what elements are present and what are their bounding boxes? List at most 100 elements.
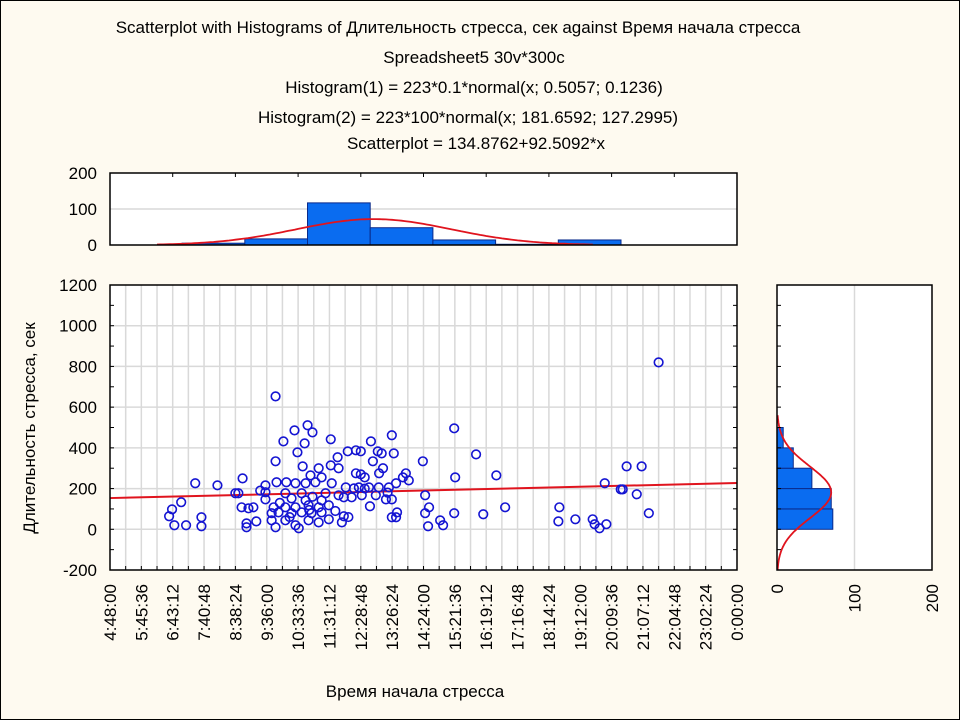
scatter-point	[316, 507, 327, 518]
scatter-point	[570, 514, 581, 525]
scatter-point	[307, 427, 318, 438]
scatter-point	[365, 436, 377, 447]
scatter-point	[333, 463, 344, 474]
scatter-point	[290, 520, 301, 531]
y-tick-label: 200	[69, 480, 97, 499]
scatter-point	[417, 456, 428, 467]
scatter-point	[554, 502, 565, 513]
scatter-point	[292, 447, 303, 458]
scatter-point	[303, 515, 314, 526]
histogram-bar	[244, 238, 309, 246]
scatter-point	[386, 430, 397, 441]
x-tick-label: 23:02:24	[697, 584, 716, 650]
scatter-point	[260, 494, 271, 505]
x-tick-label: 21:07:12	[634, 584, 653, 650]
plot-border	[109, 284, 738, 571]
x-tick-label: 20:09:36	[603, 584, 622, 650]
scatter-point	[587, 514, 598, 525]
scatter-point	[350, 468, 362, 479]
scatter-point	[355, 446, 366, 457]
x-tick-label: 18:14:24	[540, 584, 559, 650]
scatter-point	[367, 456, 378, 467]
y-axis-label: Длительность стресса, сек	[20, 322, 39, 534]
scatter-point	[278, 436, 289, 447]
x-tick-label: 9:36:00	[258, 584, 277, 641]
title-line-5: Scatterplot = 134.8762+92.5092*x	[347, 134, 606, 153]
normal-fit-curve	[776, 415, 833, 571]
scatter-point	[359, 483, 370, 494]
top-histogram-panel: 200 100 0	[69, 164, 738, 255]
scatter-point	[343, 511, 354, 523]
scatter-point	[299, 438, 310, 449]
scatter-point	[450, 472, 461, 483]
x-axis-label: Время начала стресса	[326, 682, 505, 701]
scatter-point	[270, 391, 281, 402]
title-line-2: Spreadsheet5 30v*300c	[383, 48, 565, 67]
scatter-point	[260, 487, 271, 498]
scatter-point	[653, 357, 664, 368]
scatter-point	[300, 478, 311, 489]
top-plot-border	[109, 172, 738, 246]
scatter-point	[325, 434, 336, 445]
scatter-point	[599, 478, 610, 489]
histogram-bar	[776, 447, 794, 469]
scatter-point	[617, 484, 628, 495]
scatter-point	[376, 448, 387, 459]
scatter-point	[631, 489, 642, 500]
scatter-point	[241, 518, 252, 529]
scatter-point	[180, 520, 192, 531]
y-tick-label: 800	[69, 357, 97, 376]
scatter-point	[491, 470, 502, 481]
x-tick-label: 22:04:48	[665, 584, 684, 650]
scatter-point	[350, 445, 362, 456]
histogram-bar	[307, 202, 371, 246]
scatter-point	[348, 483, 360, 494]
y-tick-label: 200	[69, 164, 97, 183]
y-tick-label: 600	[69, 398, 97, 417]
scatter-point	[333, 490, 344, 501]
x-tick-label: 16:19:12	[477, 584, 496, 650]
scatter-point	[323, 514, 334, 525]
scatter-point	[255, 485, 266, 496]
y-tick-label: 100	[69, 200, 97, 219]
scatter-point	[346, 492, 357, 503]
scatter-point	[169, 520, 180, 531]
scatter-point	[302, 420, 313, 431]
normal-fit-curve	[156, 218, 593, 246]
scatter-point	[390, 478, 402, 489]
scatter-point	[326, 478, 337, 489]
title-line-3: Histogram(1) = 223*0.1*normal(x; 0.5057;…	[285, 78, 663, 97]
x-tick-label: 15:21:36	[446, 584, 465, 650]
x-tick-label: 0	[768, 584, 787, 593]
scatter-point	[449, 423, 460, 434]
scatter-point	[280, 488, 291, 499]
scatter-point	[305, 470, 316, 481]
scatter-point	[338, 511, 349, 522]
title-line-1: Scatterplot with Histograms of Длительно…	[116, 18, 801, 37]
chart-title: Scatterplot with Histograms of Длительно…	[116, 18, 801, 153]
y-tick-label: -200	[63, 561, 97, 580]
histogram-bar	[776, 508, 834, 530]
scatter-point	[323, 500, 334, 511]
y-tick-label: 400	[69, 439, 97, 458]
scatter-point	[236, 502, 247, 513]
scatter-point	[270, 456, 281, 467]
scatter-point	[332, 452, 343, 463]
scatter-point	[243, 503, 254, 514]
scatter-point	[397, 472, 409, 483]
scatter-point	[260, 480, 271, 491]
scatter-point	[364, 501, 376, 512]
scatter-point	[437, 520, 449, 531]
scatter-point	[286, 493, 297, 504]
scatter-point	[388, 448, 399, 459]
scatter-point	[336, 517, 347, 528]
x-tick-label: 13:26:24	[383, 584, 402, 650]
scatter-point	[391, 507, 403, 518]
scatter-point	[237, 473, 248, 484]
scatter-point	[370, 490, 381, 501]
scatter-point	[248, 502, 259, 513]
scatter-point	[304, 504, 315, 516]
scatter-point	[390, 512, 402, 523]
scatter-point	[233, 488, 244, 499]
